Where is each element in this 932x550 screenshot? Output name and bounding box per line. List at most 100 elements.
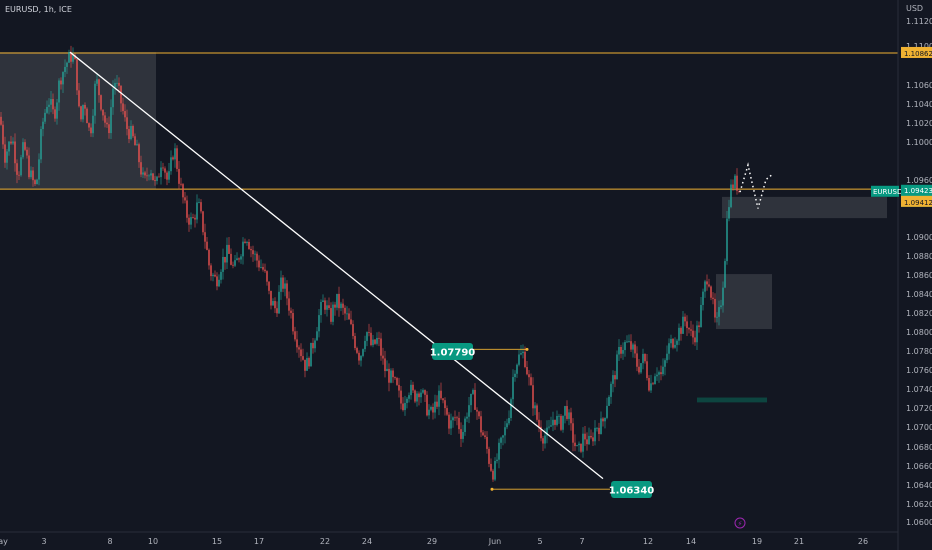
candle-body [548, 426, 550, 428]
candle-body [302, 356, 304, 360]
low-1.06340-label-box[interactable] [611, 481, 652, 498]
candle-body [286, 283, 288, 299]
candle-body [150, 173, 152, 176]
candle-body [640, 363, 642, 373]
candle-body [10, 141, 12, 144]
low-1.06340-label-text: 1.06340 [609, 486, 655, 497]
candle-body [54, 109, 56, 119]
candle-body [248, 241, 250, 249]
candle-body [154, 180, 156, 181]
candle-body [340, 303, 342, 309]
candle-body [652, 383, 654, 385]
candle-body [252, 250, 254, 255]
candle-body [88, 123, 90, 128]
candle-body [732, 184, 734, 189]
candle-body [176, 148, 178, 169]
candle-body [270, 290, 272, 306]
entry-zone[interactable] [722, 196, 887, 219]
candle-body [318, 315, 320, 332]
candle-body [268, 281, 270, 291]
candle-body [140, 162, 142, 175]
candle-body [244, 241, 246, 243]
y-tick-label: 1.07200 [906, 404, 932, 413]
candle-body [16, 163, 18, 175]
zones-layer [0, 52, 887, 403]
candle-body [98, 79, 100, 96]
candle-body [108, 124, 110, 134]
candle-body [292, 313, 294, 332]
resistance-price-tag[interactable] [901, 46, 932, 58]
candle-body [178, 168, 180, 184]
candle-body [554, 419, 556, 425]
candle-body [276, 308, 278, 314]
x-tick-label: 3 [41, 537, 46, 546]
candle-body [310, 342, 312, 367]
green-zone[interactable] [697, 397, 767, 403]
candle-body [378, 337, 380, 339]
candle-body [344, 307, 346, 314]
x-tick-label: 15 [212, 537, 222, 546]
candle-body [580, 443, 582, 452]
candle-body [598, 427, 600, 435]
candle-body [234, 260, 236, 266]
candle-body [400, 390, 402, 404]
symbol-tag[interactable] [871, 185, 899, 197]
candle-body [526, 367, 528, 375]
candle-body [670, 338, 672, 344]
candle-body [470, 393, 472, 406]
left-range[interactable] [0, 52, 156, 190]
candle-body [240, 256, 242, 260]
candle-body [300, 349, 302, 357]
candle-body [422, 390, 424, 393]
candle-body [678, 327, 680, 341]
candle-body [336, 293, 338, 308]
candle-body [146, 175, 148, 177]
candle-body [278, 291, 280, 314]
lightning-icon[interactable]: ⚡ [734, 517, 746, 529]
candle-body [274, 301, 276, 309]
candle-body [432, 406, 434, 413]
candle-body [24, 142, 26, 150]
candle-body [708, 284, 710, 287]
candle-body [160, 167, 162, 178]
candle-body [692, 330, 694, 338]
candle-body [480, 416, 482, 433]
candle-body [596, 427, 598, 429]
trendline[interactable] [69, 51, 604, 480]
candle-body [104, 115, 106, 123]
candle-body [256, 253, 258, 261]
candle-body [284, 283, 286, 289]
candle-body [374, 339, 376, 344]
time-axis[interactable]: ay 3 8 10 15 17 22 24 29 Jun 5 7 12 14 19 21 26 [0, 537, 868, 546]
candle-body [490, 463, 492, 471]
candle-body [594, 427, 596, 442]
candle-body [544, 435, 546, 444]
candle-body [358, 352, 360, 361]
candle-body [272, 301, 274, 306]
candle-body [180, 183, 182, 185]
svg-text:⚡: ⚡ [738, 520, 743, 528]
candle-body [258, 260, 260, 268]
candle-body [216, 276, 218, 287]
candle-body [680, 327, 682, 334]
bid-price-tag[interactable] [901, 195, 932, 207]
projection-path[interactable] [739, 162, 773, 209]
candle-body [316, 331, 318, 341]
y-tick-label: 1.10600 [906, 81, 932, 90]
candle-body [220, 271, 222, 280]
candle-body [590, 435, 592, 438]
candle-body [330, 308, 332, 322]
candle-body [458, 417, 460, 430]
currency-label: USD [906, 4, 923, 13]
candle-body [734, 175, 736, 189]
candle-body [212, 274, 214, 277]
candle-body [568, 412, 570, 419]
high-1.07790-label-box[interactable] [432, 343, 473, 360]
candle-body [386, 368, 388, 372]
candle-body [624, 342, 626, 351]
candle-body [600, 418, 602, 435]
candle-body [610, 383, 612, 397]
candle-body [474, 389, 476, 410]
